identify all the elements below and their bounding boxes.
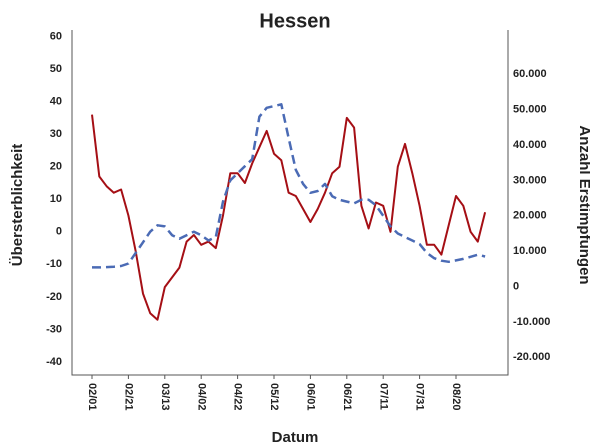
y-tick-label: 30	[50, 128, 62, 140]
y2-tick-label: 20.000	[513, 210, 547, 222]
x-tick-label: 07/31	[414, 383, 426, 411]
data-line	[92, 103, 486, 269]
x-tick-label: 02/01	[86, 383, 98, 411]
y2-tick-label: -10.000	[513, 316, 550, 328]
axis-frame	[71, 30, 509, 376]
y2-tick-label: 0	[513, 280, 519, 292]
x-tick-label: 03/13	[159, 383, 171, 411]
y-tick-label: -40	[46, 356, 62, 368]
y-tick-label: 20	[50, 161, 62, 173]
y2-tick-label: 50.000	[513, 104, 547, 116]
y-tick-label: 60	[50, 30, 62, 42]
x-axis-title: Datum	[272, 429, 319, 446]
data-line	[91, 114, 487, 321]
y-tick-label: 0	[56, 226, 62, 238]
y-tick-label: -20	[46, 291, 62, 303]
y-tick-label: -30	[46, 323, 62, 335]
y-tick-label: 10	[50, 193, 62, 205]
x-tick-label: 05/12	[268, 383, 280, 411]
y-tick-label: -10	[46, 258, 62, 270]
chart-title: Hessen	[259, 10, 330, 32]
y-axis-title: Übersterblichkeit	[9, 144, 26, 267]
x-tick-label: 08/20	[450, 383, 462, 411]
x-tick-label: 07/11	[377, 383, 389, 410]
y2-tick-label: 60.000	[513, 68, 547, 80]
x-tick-label: 06/01	[304, 383, 316, 411]
x-tick-label: 02/21	[122, 383, 134, 411]
y-tick-label: 40	[50, 96, 62, 108]
y2-tick-label: 30.000	[513, 174, 547, 186]
y-tick-label: 50	[50, 63, 62, 75]
y2-tick-label: 40.000	[513, 139, 547, 151]
y2-tick-label: 10.000	[513, 245, 547, 257]
x-tick-label: 04/22	[232, 383, 244, 411]
x-tick-label: 04/02	[195, 383, 207, 411]
y2-axis-title: Anzahl Erstimpfungen	[576, 125, 590, 284]
y2-tick-label: -20.000	[513, 351, 550, 363]
x-tick-label: 06/21	[341, 383, 353, 411]
